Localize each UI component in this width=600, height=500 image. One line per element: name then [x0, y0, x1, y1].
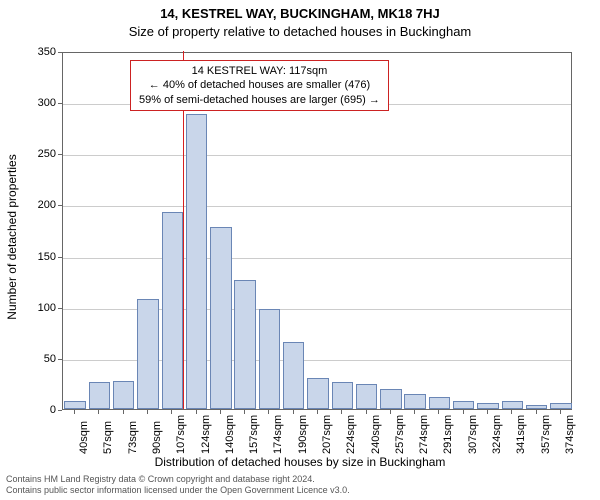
- x-tick: [171, 410, 172, 414]
- y-tick-label: 50: [44, 353, 56, 365]
- histogram-bar: [64, 401, 85, 409]
- x-tick-label: 357sqm: [540, 415, 552, 454]
- x-tick-label: 90sqm: [151, 421, 163, 454]
- y-axis-label: Number of detached properties: [5, 154, 19, 319]
- histogram-bar: [162, 212, 183, 409]
- footer-attribution: Contains HM Land Registry data © Crown c…: [6, 474, 350, 496]
- histogram-bar: [307, 378, 328, 409]
- x-tick-label: 124sqm: [200, 415, 212, 454]
- y-tick: [58, 410, 62, 411]
- histogram-bar: [550, 403, 571, 409]
- callout-line1: 14 KESTREL WAY: 117sqm: [139, 64, 380, 78]
- x-tick: [98, 410, 99, 414]
- y-tick-label: 0: [50, 404, 56, 416]
- x-tick-label: 174sqm: [272, 415, 284, 454]
- x-tick-label: 190sqm: [297, 415, 309, 454]
- x-tick: [123, 410, 124, 414]
- x-tick: [390, 410, 391, 414]
- x-tick: [463, 410, 464, 414]
- x-tick: [487, 410, 488, 414]
- y-tick-label: 350: [38, 46, 56, 58]
- y-tick: [58, 257, 62, 258]
- histogram-bar: [380, 389, 401, 409]
- x-tick-label: 307sqm: [467, 415, 479, 454]
- histogram-bar: [332, 382, 353, 409]
- x-tick: [317, 410, 318, 414]
- x-tick-label: 257sqm: [394, 415, 406, 454]
- y-tick-label: 200: [38, 199, 56, 211]
- x-tick-label: 274sqm: [418, 415, 430, 454]
- histogram-bar: [453, 401, 474, 409]
- y-tick-label: 300: [38, 97, 56, 109]
- histogram-bar: [234, 280, 255, 409]
- x-tick-label: 291sqm: [442, 415, 454, 454]
- histogram-bar: [89, 382, 110, 409]
- histogram-bar: [356, 384, 377, 409]
- x-tick: [196, 410, 197, 414]
- chart-title: Size of property relative to detached ho…: [0, 24, 600, 39]
- x-tick-label: 40sqm: [78, 421, 90, 454]
- x-tick-label: 157sqm: [248, 415, 260, 454]
- callout-line2: ← 40% of detached houses are smaller (47…: [139, 78, 380, 92]
- y-tick: [58, 154, 62, 155]
- y-tick-label: 150: [38, 251, 56, 263]
- x-tick-label: 341sqm: [515, 415, 527, 454]
- y-tick: [58, 103, 62, 104]
- x-tick-label: 57sqm: [102, 421, 114, 454]
- gridline: [63, 258, 571, 259]
- x-tick: [293, 410, 294, 414]
- x-tick-label: 207sqm: [321, 415, 333, 454]
- gridline: [63, 155, 571, 156]
- footer-line2: Contains public sector information licen…: [6, 485, 350, 496]
- x-tick-label: 140sqm: [224, 415, 236, 454]
- x-tick: [366, 410, 367, 414]
- x-tick-label: 224sqm: [345, 415, 357, 454]
- histogram-bar: [113, 381, 134, 409]
- x-tick: [147, 410, 148, 414]
- y-tick-label: 100: [38, 302, 56, 314]
- x-tick: [560, 410, 561, 414]
- y-tick: [58, 359, 62, 360]
- footer-line1: Contains HM Land Registry data © Crown c…: [6, 474, 350, 485]
- x-tick-label: 107sqm: [175, 415, 187, 454]
- y-tick: [58, 205, 62, 206]
- x-tick: [536, 410, 537, 414]
- x-tick: [414, 410, 415, 414]
- x-tick-label: 374sqm: [564, 415, 576, 454]
- histogram-bar: [526, 405, 547, 409]
- x-tick: [244, 410, 245, 414]
- x-tick: [438, 410, 439, 414]
- callout-line3: 59% of semi-detached houses are larger (…: [139, 93, 380, 107]
- x-tick: [220, 410, 221, 414]
- y-tick: [58, 52, 62, 53]
- histogram-bar: [429, 397, 450, 409]
- histogram-bar: [404, 394, 425, 409]
- x-axis-label: Distribution of detached houses by size …: [0, 455, 600, 469]
- histogram-bar: [283, 342, 304, 410]
- y-tick: [58, 308, 62, 309]
- gridline: [63, 206, 571, 207]
- chart-super-title: 14, KESTREL WAY, BUCKINGHAM, MK18 7HJ: [0, 6, 600, 21]
- x-tick-label: 324sqm: [491, 415, 503, 454]
- callout-box: 14 KESTREL WAY: 117sqm← 40% of detached …: [130, 60, 389, 111]
- x-tick: [341, 410, 342, 414]
- histogram-bar: [210, 227, 231, 409]
- histogram-bar: [186, 114, 207, 409]
- y-tick-label: 250: [38, 148, 56, 160]
- histogram-bar: [477, 403, 498, 409]
- histogram-bar: [259, 309, 280, 409]
- histogram-bar: [137, 299, 158, 409]
- x-tick: [511, 410, 512, 414]
- x-tick: [268, 410, 269, 414]
- x-tick-label: 73sqm: [127, 421, 139, 454]
- x-tick: [74, 410, 75, 414]
- x-tick-label: 240sqm: [370, 415, 382, 454]
- histogram-bar: [502, 401, 523, 409]
